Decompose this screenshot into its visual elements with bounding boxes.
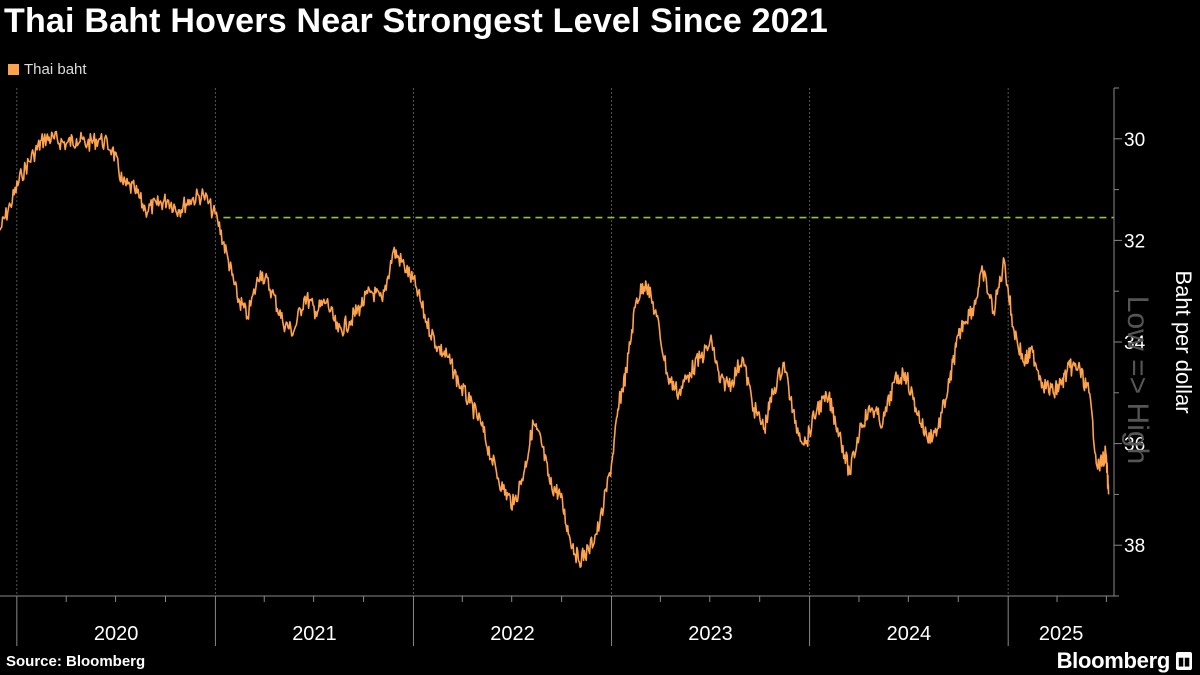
x-tick-label-2024: 2024: [887, 623, 932, 645]
legend: Thai baht: [8, 61, 87, 78]
x-tick-label-2023: 2023: [688, 623, 733, 645]
x-tick-label-2025: 2025: [1039, 623, 1084, 645]
y-tick-label-36: 36: [1124, 435, 1145, 456]
axis-annotation: Low => High: [1121, 296, 1154, 464]
legend-label: Thai baht: [24, 61, 87, 78]
gridlines: [16, 88, 1009, 596]
series-group: [0, 130, 1110, 569]
chart-badge-icon: ▮▮: [1176, 652, 1192, 670]
y-tick-label-34: 34: [1124, 333, 1146, 354]
x-tick-label-2020: 2020: [94, 623, 139, 645]
y-tick-label-38: 38: [1124, 536, 1145, 557]
legend-swatch: [8, 64, 19, 75]
x-tick-label-2021: 2021: [292, 623, 337, 645]
y-tick-label-32: 32: [1124, 231, 1145, 252]
x-tick-label-2022: 2022: [490, 623, 535, 645]
series-line-thai-baht: [0, 130, 1110, 569]
axes-group: 2020 2021 2022 2023 2024 2025 30 32 34 36 38: [0, 87, 1146, 646]
bloomberg-logo: Bloomberg: [1056, 648, 1171, 673]
y-tick-label-30: 30: [1124, 130, 1145, 151]
source-note: Source: Bloomberg: [6, 653, 146, 670]
chart-title: Thai Baht Hovers Near Strongest Level Si…: [4, 2, 829, 40]
brand: Bloomberg ▮▮: [1057, 648, 1192, 674]
y-axis-label: Baht per dollar: [1171, 270, 1196, 413]
